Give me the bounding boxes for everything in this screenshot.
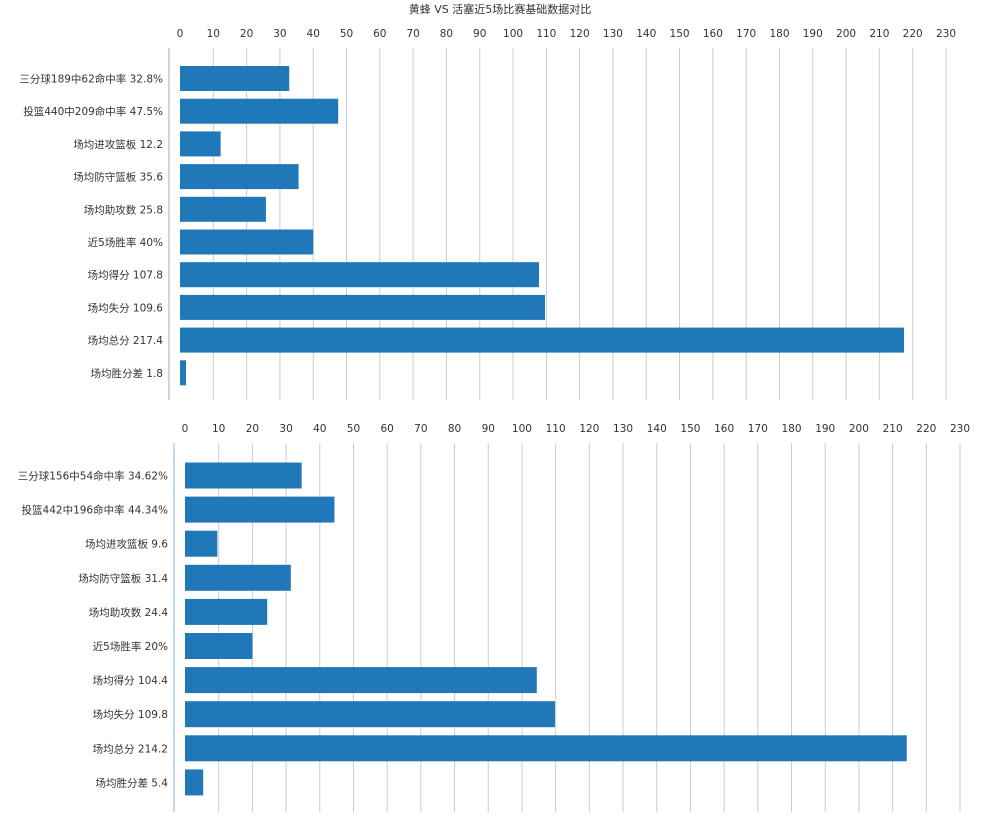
x-tick-label: 10 xyxy=(212,423,225,435)
chart-panel-1: 0 10 20 30 40 50 60 70 80 90 100 110 120 130 140 150 160… xyxy=(19,28,956,400)
x-tick-label: 90 xyxy=(482,423,495,435)
category-label: 场均得分 107.8 xyxy=(88,269,163,282)
bar xyxy=(185,462,302,489)
category-label: 近5场胜率 40% xyxy=(88,236,163,249)
bar xyxy=(185,633,253,659)
x-tick-label: 130 xyxy=(603,28,623,40)
x-tick-label: 0 xyxy=(177,28,184,40)
x-tick-label: 40 xyxy=(313,423,326,435)
x-tick-label: 100 xyxy=(512,423,532,435)
category-label: 场均防守篮板 35.6 xyxy=(73,171,163,184)
x-tick-label: 150 xyxy=(680,423,700,435)
x-tick-label: 110 xyxy=(536,28,556,40)
x-tick-label: 160 xyxy=(714,423,734,435)
bar xyxy=(185,530,218,557)
category-label: 场均总分 217.4 xyxy=(88,334,164,347)
bar xyxy=(185,769,204,796)
x-tick-label: 30 xyxy=(273,28,286,40)
category-label: 场均助攻数 24.4 xyxy=(89,606,169,619)
x-tick-label: 70 xyxy=(414,423,427,435)
x-tick-label: 50 xyxy=(347,423,360,435)
x-tick-label: 150 xyxy=(670,28,690,40)
bar xyxy=(185,496,335,523)
x-tick-label: 190 xyxy=(803,28,823,40)
x-tick-label: 230 xyxy=(950,423,970,435)
x-tick-label: 90 xyxy=(473,28,486,40)
bar xyxy=(180,131,221,157)
x-tick-label: 120 xyxy=(570,28,590,40)
x-tick-label: 100 xyxy=(503,28,523,40)
x-tick-label: 140 xyxy=(647,423,667,435)
bar xyxy=(180,196,266,222)
chart-panel-2: 0 10 20 30 40 50 60 70 80 90 100 110 120 130 140 150 160… xyxy=(18,423,970,812)
category-label: 投篮440中209命中率 47.5% xyxy=(23,105,163,118)
bar xyxy=(180,294,546,320)
x-tick-label: 20 xyxy=(246,423,259,435)
x-tick-label: 200 xyxy=(836,28,856,40)
x-tick-label: 190 xyxy=(815,423,835,435)
bar xyxy=(180,360,186,386)
bar xyxy=(180,66,290,91)
x-tick-label: 40 xyxy=(307,28,320,40)
x-tick-label: 220 xyxy=(903,28,923,40)
category-label: 场均失分 109.8 xyxy=(93,708,168,721)
category-label: 三分球156中54命中率 34.62% xyxy=(18,470,168,483)
bar xyxy=(185,701,555,728)
x-tick-label: 110 xyxy=(546,423,566,435)
category-label: 场均防守篮板 31.4 xyxy=(78,572,168,585)
bar xyxy=(180,229,314,255)
category-label: 场均失分 109.6 xyxy=(88,301,164,314)
x-tick-label: 200 xyxy=(849,423,869,435)
bar xyxy=(180,262,540,288)
bar xyxy=(185,667,537,694)
category-label: 场均得分 104.4 xyxy=(93,674,169,687)
x-tick-label: 80 xyxy=(448,423,461,435)
x-tick-label: 180 xyxy=(769,28,789,40)
category-label: 三分球189中62命中率 32.8% xyxy=(19,73,163,86)
bar xyxy=(185,735,907,762)
category-label: 近5场胜率 20% xyxy=(93,640,168,653)
x-tick-label: 60 xyxy=(373,28,386,40)
x-tick-label: 140 xyxy=(636,28,656,40)
category-label: 场均胜分差 1.8 xyxy=(90,367,163,380)
x-tick-label: 30 xyxy=(279,423,292,435)
category-label: 场均胜分差 5.4 xyxy=(95,776,168,789)
bar xyxy=(185,564,291,591)
x-tick-label: 20 xyxy=(240,28,253,40)
category-label: 投篮442中196命中率 44.34% xyxy=(22,504,168,517)
x-tick-label: 70 xyxy=(406,28,419,40)
category-label: 场均助攻数 25.8 xyxy=(84,203,163,216)
bar xyxy=(185,598,268,625)
x-tick-label: 170 xyxy=(736,28,756,40)
x-tick-label: 50 xyxy=(340,28,353,40)
chart-title: 黄蜂 VS 活塞近5场比赛基础数据对比 xyxy=(409,2,592,16)
x-tick-label: 210 xyxy=(869,28,889,40)
category-label: 场均进攻篮板 9.6 xyxy=(85,538,168,551)
x-tick-label: 170 xyxy=(748,423,768,435)
x-tick-label: 230 xyxy=(936,28,956,40)
x-tick-label: 60 xyxy=(380,423,393,435)
bar xyxy=(180,98,339,124)
category-label: 场均总分 214.2 xyxy=(93,742,168,755)
x-tick-label: 210 xyxy=(883,423,903,435)
bar xyxy=(180,164,299,190)
x-tick-label: 160 xyxy=(703,28,723,40)
x-tick-label: 130 xyxy=(613,423,633,435)
bar xyxy=(180,327,905,353)
x-tick-label: 180 xyxy=(781,423,801,435)
x-tick-label: 120 xyxy=(579,423,599,435)
x-tick-label: 10 xyxy=(207,28,220,40)
x-tick-label: 0 xyxy=(182,423,189,435)
x-tick-label: 80 xyxy=(440,28,453,40)
x-tick-label: 220 xyxy=(916,423,936,435)
category-label: 场均进攻篮板 12.2 xyxy=(73,138,163,151)
